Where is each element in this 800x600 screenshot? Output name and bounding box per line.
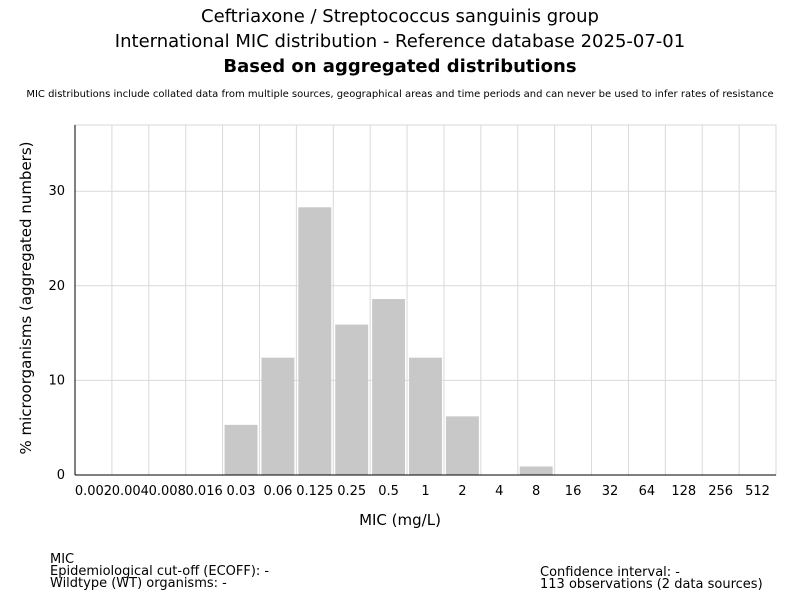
chart-subtitle: MIC distributions include collated data …: [26, 89, 774, 100]
x-tick-label: 0.002: [75, 484, 112, 499]
x-axis-label: MIC (mg/L): [359, 511, 441, 529]
bar-0.5: [372, 299, 406, 475]
x-tick-label: 512: [745, 484, 770, 499]
chart-title-line2: International MIC distribution - Referen…: [114, 31, 686, 52]
chart-title-line1: Ceftriaxone / Streptococcus sanguinis gr…: [201, 6, 599, 27]
bar-0.25: [335, 324, 369, 475]
y-axis-label: % microorganisms (aggregated numbers): [17, 141, 35, 454]
footer-confidence-interval: Confidence interval: -: [540, 565, 680, 580]
y-tick-label: 20: [48, 279, 65, 294]
x-tick-label: 0.5: [378, 484, 399, 499]
bar-layer: [224, 207, 553, 475]
x-tick-label: 128: [671, 484, 696, 499]
x-tick-label: 256: [708, 484, 733, 499]
x-tick-label: 4: [495, 484, 503, 499]
bar-2: [445, 416, 479, 475]
y-tick-label: 0: [57, 468, 65, 483]
x-tick-label: 0.016: [186, 484, 223, 499]
chart-title-line3: Based on aggregated distributions: [223, 56, 577, 77]
footer-ecoff: Epidemiological cut-off (ECOFF): -: [50, 564, 270, 579]
x-tick-label: 16: [565, 484, 582, 499]
footer-right: Confidence interval: - 113 observations …: [540, 565, 763, 592]
y-tick-label: 30: [48, 184, 65, 199]
bar-0.125: [298, 207, 332, 475]
x-tick-label: 0.03: [227, 484, 256, 499]
bar-0.06: [261, 357, 295, 475]
x-tick-label: 0.25: [337, 484, 366, 499]
footer-left: MIC Epidemiological cut-off (ECOFF): - W…: [50, 552, 270, 591]
bar-0.03: [224, 424, 258, 475]
axis-layer: 0 10 20 30 0.002 0.004 0.008 0.016 0.03 0.06 0.125…: [48, 125, 776, 499]
x-tick-label: 0.008: [149, 484, 186, 499]
x-tick-label: 1: [421, 484, 429, 499]
x-tick-label: 0.06: [263, 484, 292, 499]
x-tick-label: 2: [458, 484, 466, 499]
footer-wildtype: Wildtype (WT) organisms: -: [50, 576, 227, 591]
bar-8: [519, 466, 553, 475]
x-tick-label: 32: [602, 484, 619, 499]
footer-mic-label: MIC: [50, 552, 75, 567]
x-tick-label: 8: [532, 484, 540, 499]
bar-1: [409, 357, 442, 475]
mic-bar-chart: 0 10 20 30 0.002 0.004 0.008 0.016 0.03 0.06 0.125…: [17, 124, 777, 529]
x-tick-label: 0.004: [112, 484, 149, 499]
x-tick-label: 0.125: [296, 484, 333, 499]
footer-observations: 113 observations (2 data sources): [540, 577, 763, 592]
x-tick-label: 64: [639, 484, 656, 499]
y-tick-label: 10: [48, 373, 65, 388]
